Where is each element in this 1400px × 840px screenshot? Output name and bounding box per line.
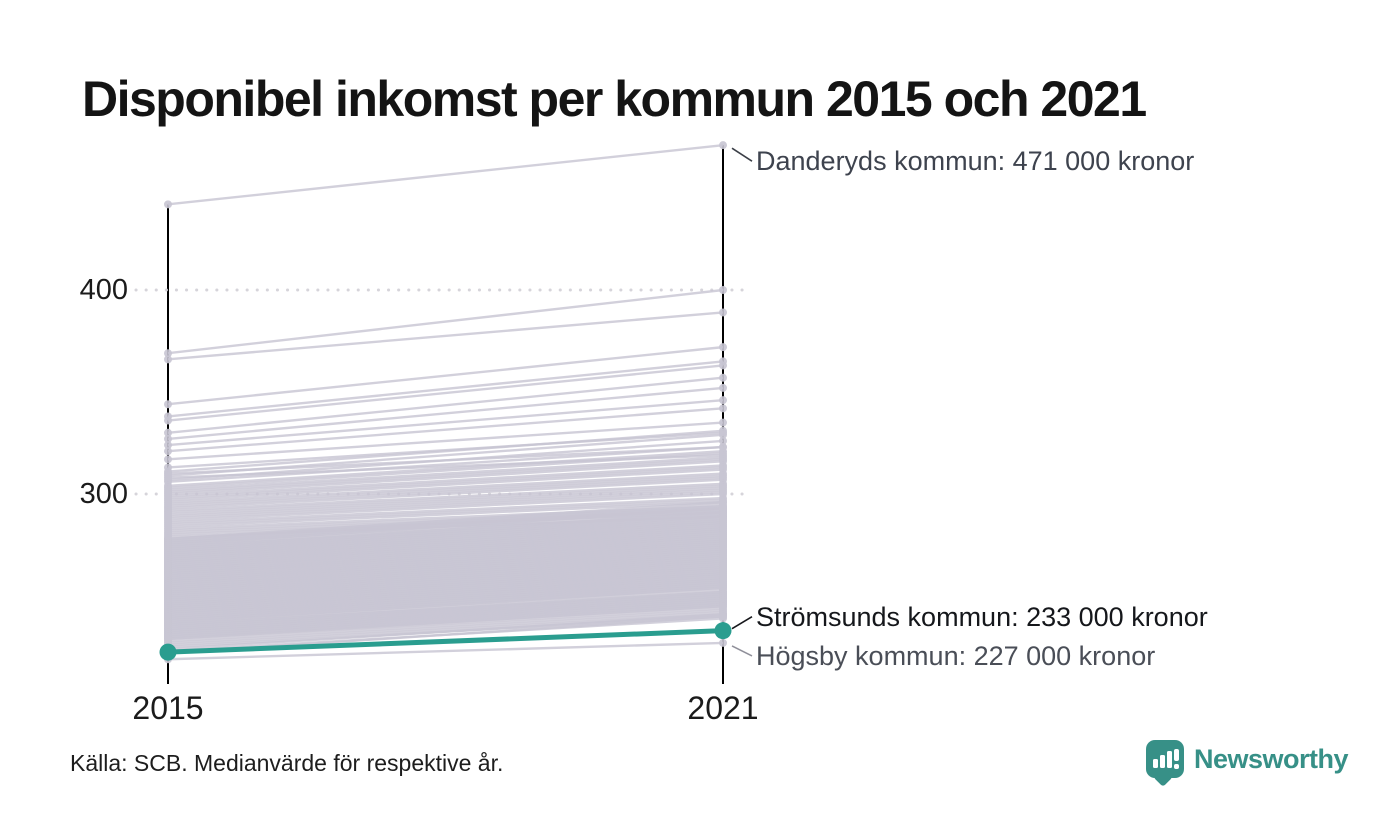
annotation-stromsund: Strömsunds kommun: 233 000 kronor — [756, 601, 1208, 632]
y-tick-label-300: 300 — [79, 478, 128, 510]
page-title: Disponibel inkomst per kommun 2015 och 2… — [82, 71, 1147, 127]
x-axis-label-2015: 2015 — [132, 690, 204, 726]
annotation-hogsby: Högsby kommun: 227 000 kronor — [756, 640, 1156, 671]
source-note: Källa: SCB. Medianvärde för respektive å… — [70, 750, 504, 776]
y-tick-label-400: 400 — [79, 274, 128, 306]
newsworthy-wordmark: Newsworthy — [1194, 743, 1349, 774]
newsworthy-logo: Newsworthy — [1146, 740, 1349, 778]
x-axis-label-2021: 2021 — [687, 690, 759, 726]
chart-bubble-icon — [1146, 740, 1184, 778]
annotation-danderyd: Danderyds kommun: 471 000 kronor — [756, 146, 1195, 177]
